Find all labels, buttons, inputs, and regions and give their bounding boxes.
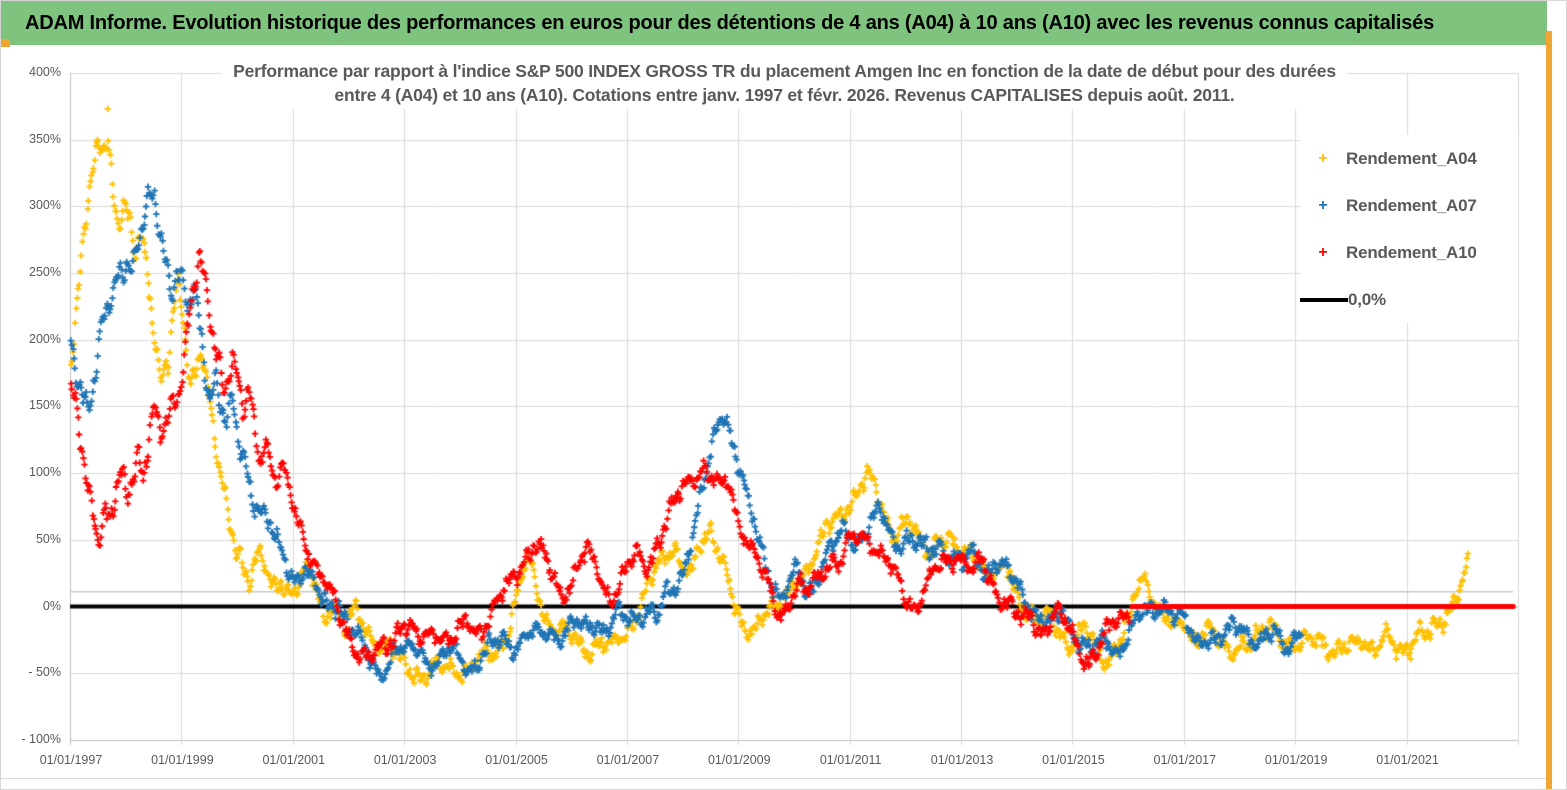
chart-title-line1: Performance par rapport à l'indice S&P 5… bbox=[233, 61, 1336, 81]
x-axis-tick-label: 01/01/2007 bbox=[596, 753, 660, 767]
y-axis-tick-label: 0% bbox=[42, 598, 61, 613]
chart-legend: + Rendement_A04 + Rendement_A07 + Rendement_A… bbox=[1300, 135, 1518, 323]
x-axis-tick-label: 01/01/1999 bbox=[151, 753, 214, 767]
legend-plus-marker-icon: + bbox=[1318, 243, 1328, 261]
legend-entry: + Rendement_A10 bbox=[1300, 230, 1518, 276]
x-axis-tick-label: 01/01/2011 bbox=[819, 753, 882, 767]
legend-entry: + Rendement_A07 bbox=[1300, 183, 1518, 229]
gold-accent-right-border bbox=[1546, 31, 1552, 789]
chart-region: Performance par rapport à l'indice S&P 5… bbox=[1, 47, 1566, 789]
legend-plus-marker-icon: + bbox=[1318, 149, 1328, 167]
y-axis-tick-label: 100% bbox=[29, 465, 61, 480]
y-axis-tick-label: 250% bbox=[29, 265, 61, 279]
legend-entry: + Rendement_A04 bbox=[1300, 136, 1518, 182]
y-axis-tick-label: 150% bbox=[29, 398, 61, 413]
x-axis-tick-label: 01/01/2009 bbox=[707, 753, 771, 767]
y-axis-tick-label: - 50% bbox=[28, 665, 61, 680]
legend-plus-marker-icon: + bbox=[1318, 196, 1328, 214]
y-axis-tick-label: 200% bbox=[29, 331, 61, 346]
x-axis-tick-label: 01/01/2017 bbox=[1153, 753, 1217, 767]
gold-accent-top-left bbox=[1, 39, 10, 47]
x-axis-tick-label: 01/01/2019 bbox=[1264, 753, 1328, 767]
legend-entry: 0,0% bbox=[1300, 277, 1518, 323]
y-axis-tick-label: - 100% bbox=[21, 731, 61, 746]
x-axis-tick-label: 01/01/2021 bbox=[1376, 753, 1439, 767]
x-axis-tick-label: 01/01/2003 bbox=[373, 753, 437, 767]
y-axis-tick-label: 400% bbox=[29, 64, 61, 79]
header-title: ADAM Informe. Evolution historique des p… bbox=[25, 11, 1434, 34]
y-axis-tick-label: 350% bbox=[29, 131, 61, 146]
y-axis-tick-label: 50% bbox=[35, 531, 61, 546]
legend-label: Rendement_A10 bbox=[1346, 242, 1477, 262]
chart-frame-bottom-border bbox=[1, 778, 1546, 779]
y-axis-tick-label: 300% bbox=[29, 198, 61, 213]
x-axis-tick-label: 01/01/2001 bbox=[262, 753, 326, 767]
x-axis-tick-label: 01/01/1997 bbox=[39, 753, 103, 767]
x-axis-tick-label: 01/01/2013 bbox=[930, 753, 994, 767]
chart-title-line2: entre 4 (A04) et 10 ans (A10). Cotations… bbox=[334, 85, 1235, 105]
legend-label: 0,0% bbox=[1348, 289, 1386, 309]
x-axis-tick-label: 01/01/2005 bbox=[485, 753, 548, 767]
legend-label: Rendement_A04 bbox=[1346, 148, 1477, 168]
legend-line-marker-icon bbox=[1300, 297, 1348, 302]
chart-title: Performance par rapport à l'indice S&P 5… bbox=[221, 56, 1348, 109]
header-bar: ADAM Informe. Evolution historique des p… bbox=[1, 1, 1547, 45]
x-axis-tick-label: 01/01/2015 bbox=[1042, 753, 1105, 767]
legend-label: Rendement_A07 bbox=[1346, 195, 1477, 215]
